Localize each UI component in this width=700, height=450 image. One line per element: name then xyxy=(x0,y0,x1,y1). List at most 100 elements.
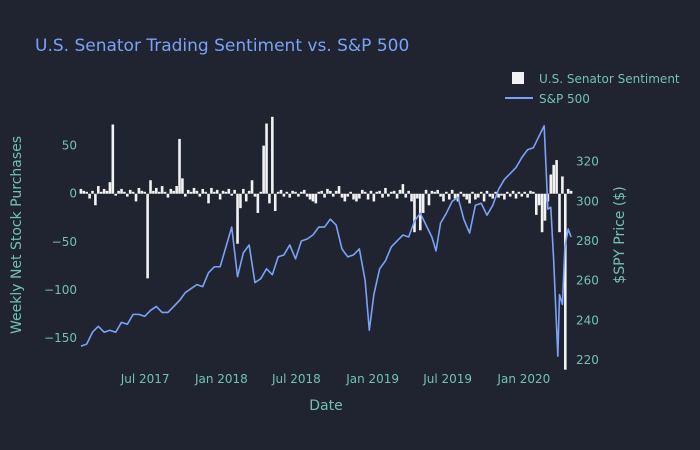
legend-swatch-bars xyxy=(512,72,524,84)
bar-123 xyxy=(436,189,439,194)
bar-156 xyxy=(532,191,535,194)
bar-51 xyxy=(227,188,231,194)
bar-80 xyxy=(311,193,315,202)
bar-128 xyxy=(450,189,454,194)
bar-84 xyxy=(323,193,326,198)
bar-145 xyxy=(500,193,503,196)
bar-151 xyxy=(517,191,521,194)
bar-62 xyxy=(259,191,263,194)
x-tick-label-1: Jan 2018 xyxy=(194,372,248,386)
x-tick-label-4: Jul 2019 xyxy=(422,372,472,386)
bar-88 xyxy=(334,190,338,194)
bar-14 xyxy=(120,188,123,194)
bar-96 xyxy=(358,193,361,199)
bar-53 xyxy=(233,189,236,194)
bar-52 xyxy=(230,193,234,196)
bar-32 xyxy=(172,190,176,194)
bar-50 xyxy=(224,191,228,194)
bar-54 xyxy=(236,193,239,244)
bar-33 xyxy=(175,186,178,194)
bar-153 xyxy=(523,191,526,194)
bar-20 xyxy=(137,187,141,194)
bar-136 xyxy=(474,193,477,200)
bar-124 xyxy=(439,193,442,197)
bar-167 xyxy=(564,193,567,370)
bar-25 xyxy=(152,190,155,194)
bar-68 xyxy=(276,191,280,194)
bar-21 xyxy=(140,190,144,194)
bar-120 xyxy=(427,193,431,206)
bar-89 xyxy=(337,186,341,194)
bar-65 xyxy=(268,193,271,204)
bar-82 xyxy=(317,191,321,194)
bar-134 xyxy=(468,193,471,204)
bar-78 xyxy=(305,193,309,197)
bar-100 xyxy=(369,190,373,194)
bar-76 xyxy=(300,191,303,194)
bar-29 xyxy=(163,191,167,194)
bar-67 xyxy=(273,193,277,212)
bar-143 xyxy=(494,191,497,194)
bar-60 xyxy=(253,193,257,197)
bar-87 xyxy=(331,193,335,197)
bar-138 xyxy=(479,191,483,194)
bar-23 xyxy=(146,193,149,279)
bar-64 xyxy=(265,123,268,194)
bar-164 xyxy=(555,160,558,194)
bar-105 xyxy=(384,187,387,194)
bar-95 xyxy=(355,193,358,202)
bar-158 xyxy=(537,193,541,206)
bar-58 xyxy=(247,190,251,194)
bar-56 xyxy=(242,188,245,194)
bar-148 xyxy=(508,193,512,197)
bar-149 xyxy=(511,190,515,194)
bar-8 xyxy=(102,188,106,194)
bar-106 xyxy=(387,193,390,197)
y-left-tick-label-4: −150 xyxy=(44,331,77,345)
bar-101 xyxy=(372,193,376,202)
bar-129 xyxy=(453,193,457,199)
sp500-line xyxy=(80,125,572,357)
bar-108 xyxy=(392,190,396,194)
bar-70 xyxy=(282,193,286,197)
bar-98 xyxy=(363,191,367,194)
bar-11 xyxy=(111,124,115,194)
bar-43 xyxy=(204,191,207,194)
bar-152 xyxy=(520,193,524,197)
bar-79 xyxy=(308,193,312,200)
bar-112 xyxy=(404,193,408,198)
bar-107 xyxy=(389,191,393,194)
bar-169 xyxy=(569,190,573,194)
bar-131 xyxy=(459,191,463,194)
y-right-tick-label-1: 300 xyxy=(576,194,599,208)
bar-75 xyxy=(297,193,300,197)
bar-99 xyxy=(366,193,370,200)
bar-90 xyxy=(340,193,344,198)
bar-13 xyxy=(117,190,120,194)
bar-77 xyxy=(302,189,306,194)
bar-102 xyxy=(375,191,379,194)
bar-15 xyxy=(123,191,126,194)
bar-0 xyxy=(79,188,83,194)
y-right-tick-label-3: 260 xyxy=(576,274,599,288)
legend-label-bars: U.S. Senator Sentiment xyxy=(539,72,680,86)
bar-165 xyxy=(558,193,561,233)
bar-116 xyxy=(416,193,419,199)
bar-39 xyxy=(192,187,196,194)
x-tick-label-0: Jul 2017 xyxy=(120,372,170,386)
bar-86 xyxy=(329,190,332,194)
bar-26 xyxy=(155,187,158,194)
y-left-tick-label-0: 50 xyxy=(62,139,77,153)
bar-72 xyxy=(288,193,292,198)
bar-104 xyxy=(381,193,384,198)
bar-69 xyxy=(279,189,283,194)
y-right-tick-label-4: 240 xyxy=(576,313,599,327)
bar-133 xyxy=(465,193,468,200)
bar-114 xyxy=(410,193,413,202)
bar-46 xyxy=(213,191,216,194)
y-left-tick-label-3: −100 xyxy=(44,283,77,297)
bar-85 xyxy=(326,188,329,194)
x-axis-label: Date xyxy=(309,398,342,414)
y-right-tick-label-5: 220 xyxy=(576,353,599,367)
